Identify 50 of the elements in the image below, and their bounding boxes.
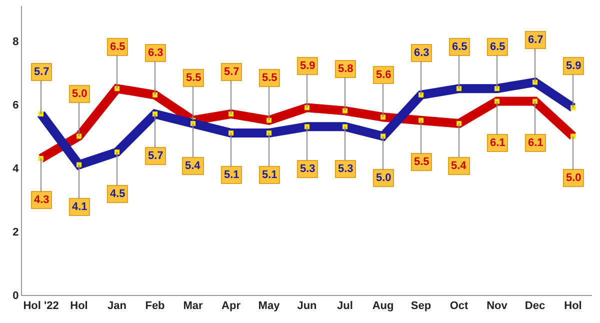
x-tick-label: May (258, 300, 281, 312)
x-tick-label: Dec (524, 300, 546, 312)
data-label: 4.1 (72, 201, 88, 213)
x-tick-label: Feb (145, 300, 166, 312)
data-label: 5.7 (224, 66, 240, 78)
data-label: 6.1 (528, 137, 544, 149)
data-label: 5.1 (224, 169, 240, 181)
x-tick-label: Oct (450, 300, 468, 312)
x-tick-label: Hol '22 (23, 300, 59, 312)
data-label: 5.3 (300, 163, 316, 175)
y-tick-label: 4 (12, 162, 20, 175)
x-tick-label: Hol (564, 300, 582, 312)
x-tick-label: Mar (183, 300, 204, 312)
data-label: 5.1 (262, 169, 278, 181)
data-label: 5.4 (451, 160, 468, 172)
data-label: 5.5 (186, 72, 202, 84)
data-label: 6.3 (414, 47, 430, 59)
data-label: 5.0 (376, 172, 392, 184)
data-label: 5.9 (300, 60, 316, 72)
x-tick-label: Hol (70, 300, 88, 312)
data-label: 4.3 (34, 194, 50, 206)
data-label: 4.5 (110, 188, 126, 200)
data-label: 5.8 (338, 63, 354, 75)
y-tick-label: 0 (12, 290, 19, 302)
data-label: 5.0 (566, 172, 582, 184)
data-label: 5.9 (566, 60, 582, 72)
data-label: 5.0 (72, 88, 88, 100)
data-label: 5.7 (148, 150, 164, 162)
data-label: 6.3 (148, 47, 164, 59)
data-label: 5.7 (34, 66, 50, 78)
data-label: 6.5 (110, 41, 126, 53)
data-label: 6.7 (528, 34, 544, 46)
y-tick-label: 8 (12, 36, 19, 48)
x-tick-label: Aug (372, 300, 394, 312)
data-label: 6.5 (452, 41, 468, 53)
x-tick-label: Nov (486, 300, 508, 312)
data-label: 6.1 (490, 137, 506, 149)
y-tick-label: 6 (12, 99, 19, 112)
x-tick-label: Jul (337, 300, 353, 312)
data-label: 6.5 (490, 41, 506, 53)
x-tick-label: Jun (297, 300, 318, 312)
data-label: 5.5 (262, 72, 278, 84)
x-tick-label: Apr (222, 300, 242, 312)
data-label: 5.5 (414, 156, 430, 168)
data-label: 5.6 (376, 69, 392, 81)
data-label: 5.3 (338, 163, 354, 175)
x-tick-label: Sep (410, 300, 432, 312)
data-label: 5.4 (185, 160, 202, 172)
y-tick-label: 2 (12, 226, 19, 238)
x-tick-label: Jan (108, 300, 127, 312)
